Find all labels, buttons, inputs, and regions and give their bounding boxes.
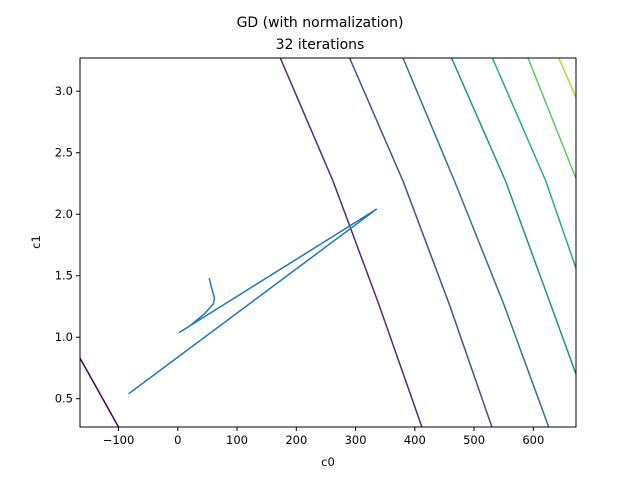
x-axis-label: c0 bbox=[321, 455, 335, 469]
x-tick-label: 100 bbox=[226, 433, 248, 447]
contour-line-1 bbox=[80, 357, 120, 427]
plot-area-frame bbox=[79, 57, 577, 428]
y-axis-label: c1 bbox=[29, 235, 43, 249]
gradient-descent-path bbox=[128, 208, 378, 395]
y-axis-ticks: 0.5 1.0 1.5 2.0 2.5 3.0 bbox=[55, 84, 80, 406]
y-tick-label: 2.5 bbox=[55, 146, 73, 160]
chart-title-line-1: GD (with normalization) bbox=[237, 15, 404, 31]
y-tick-label: 1.0 bbox=[55, 330, 73, 344]
x-tick-label: 600 bbox=[522, 433, 544, 447]
x-tick-label: 400 bbox=[404, 433, 426, 447]
gradient-descent-path-group bbox=[128, 208, 378, 395]
contour-line-4 bbox=[402, 58, 550, 427]
contour-line-7 bbox=[527, 58, 576, 179]
x-tick-label: 200 bbox=[285, 433, 307, 447]
contour-line-2 bbox=[279, 58, 423, 427]
y-tick-label: 3.0 bbox=[55, 84, 73, 98]
y-tick-label: 2.0 bbox=[55, 207, 73, 221]
contour-line-6 bbox=[491, 58, 576, 269]
x-axis-ticks: −100 0 100 200 300 400 500 600 bbox=[103, 427, 544, 447]
chart-title-line-2: 32 iterations bbox=[276, 37, 365, 53]
contour-line-3 bbox=[348, 58, 493, 427]
x-tick-label: 300 bbox=[345, 433, 367, 447]
contour-lines bbox=[80, 58, 576, 427]
x-tick-label: 0 bbox=[174, 433, 181, 447]
contour-line-8 bbox=[558, 58, 576, 98]
x-tick-label: 500 bbox=[463, 433, 485, 447]
x-tick-label: −100 bbox=[103, 433, 135, 447]
contour-line-5 bbox=[450, 58, 576, 375]
y-tick-label: 0.5 bbox=[55, 392, 73, 406]
y-tick-label: 1.5 bbox=[55, 269, 73, 283]
